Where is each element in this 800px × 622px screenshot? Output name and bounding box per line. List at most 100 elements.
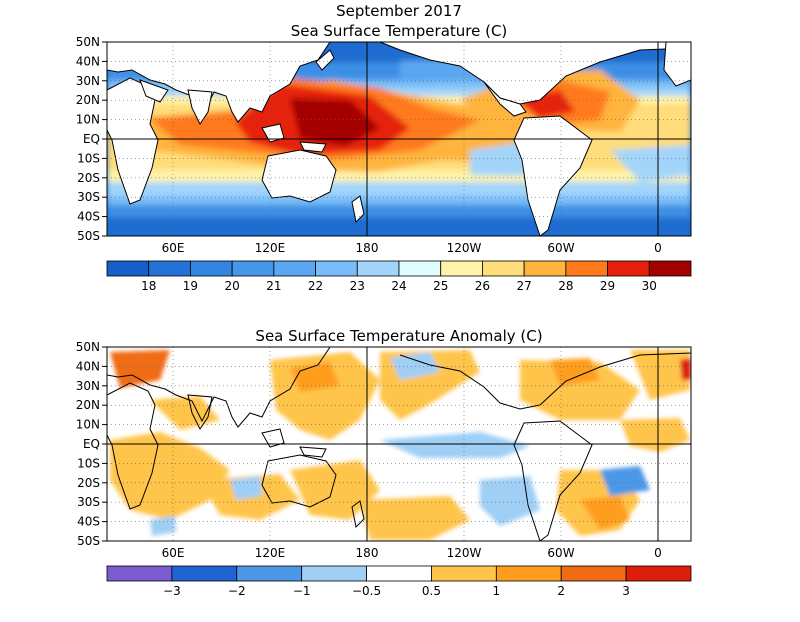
sst-lat-labels: 50N 40N 30N 20N 10N EQ 10S 20S 30S 40S 50S	[76, 35, 107, 243]
sst-colorbar-swatch	[565, 260, 608, 277]
lat-label: 50N	[76, 35, 100, 49]
anomaly-map-panel: 50N 40N 30N 20N 10N EQ 10S 20S 30S 40S 50S 60E 120E…	[76, 340, 692, 560]
sst-colorbar-label: 19	[183, 279, 198, 293]
south-america-land	[513, 115, 593, 236]
anomaly-colorbar-label: −3	[163, 584, 181, 598]
lon-label: 120W	[447, 241, 482, 255]
anomaly-colorbar-label: −1	[293, 584, 311, 598]
lat-label: 40N	[76, 54, 100, 68]
lon-label: 60W	[547, 241, 574, 255]
sst-colorbar-label: 25	[433, 279, 448, 293]
lat-label: 20S	[77, 171, 100, 185]
lat-label: 30N	[76, 74, 100, 88]
anomaly-colorbar-swatch	[431, 565, 497, 582]
asia-land	[107, 42, 331, 123]
sst-colorbar-swatch	[398, 260, 442, 277]
sst-colorbar-swatch	[607, 260, 650, 277]
sst-colorbar-label: 24	[391, 279, 406, 293]
sst-colorbar-swatch	[273, 260, 316, 277]
lon-label: 120E	[255, 241, 286, 255]
sst-lon-labels: 60E 120E 180 120W 60W 0	[162, 241, 662, 255]
sst-colorbar-swatch	[106, 260, 150, 277]
central-america-land	[483, 81, 527, 117]
lat-label: 40S	[77, 515, 100, 529]
sst-colorbar-label: 29	[600, 279, 615, 293]
lat-label: 50S	[77, 229, 100, 243]
anomaly-colorbar-label: 3	[622, 584, 630, 598]
sst-colorbar-label: 26	[475, 279, 490, 293]
anomaly-colorbar-swatch	[106, 565, 173, 582]
anomaly-colorbar-swatch	[495, 565, 562, 582]
anomaly-colorbar-swatch	[560, 565, 627, 582]
lon-label: 0	[654, 241, 662, 255]
europe-africa-east	[663, 42, 691, 87]
anomaly-colorbar-label: 1	[493, 584, 501, 598]
sst-colorbar-label: 27	[517, 279, 532, 293]
lat-label: 10N	[76, 418, 100, 432]
sst-colorbar-swatch	[148, 260, 191, 277]
lon-label: 60W	[547, 546, 574, 560]
sst-colorbar-swatch	[648, 260, 692, 277]
anomaly-panel-title: Sea Surface Temperature Anomaly (C)	[255, 327, 542, 345]
lat-label: 10N	[76, 113, 100, 127]
lat-label: 30S	[77, 190, 100, 204]
australia-land	[261, 149, 337, 203]
lat-label: 10S	[77, 151, 100, 165]
sst-panel-title: Sea Surface Temperature (C)	[291, 22, 508, 40]
lat-label: 40S	[77, 210, 100, 224]
sst-colorbar-swatch	[315, 260, 358, 277]
lat-label: EQ	[83, 132, 100, 146]
sst-colorbar-label: 30	[642, 279, 657, 293]
figure-title-date: September 2017	[336, 2, 462, 20]
anomaly-colorbar-swatch	[236, 565, 303, 582]
sst-colorbar-label: 23	[350, 279, 365, 293]
sst-colorbar-swatch	[231, 260, 275, 277]
sst-colorbar-swatch	[482, 260, 525, 277]
anomaly-colorbar-label: −0.5	[352, 584, 381, 598]
anomaly-colorbar-label: 0.5	[422, 584, 441, 598]
anomaly-colorbar: −3 −2 −1 −0.5 0.5 1 2 3	[106, 565, 692, 598]
anomaly-grid	[107, 347, 691, 541]
anomaly-lon-labels: 60E 120E 180 120W 60W 0	[162, 546, 662, 560]
sst-colorbar-label: 28	[558, 279, 573, 293]
lat-label: EQ	[83, 437, 100, 451]
anomaly-colorbar-swatch	[301, 565, 367, 582]
newzealand-land	[351, 195, 365, 224]
sst-colorbar-label: 18	[141, 279, 156, 293]
anomaly-colorbar-swatch	[366, 565, 432, 582]
sst-map-panel: 50N 40N 30N 20N 10N EQ 10S 20S 30S 40S 50S 60E 120E…	[76, 35, 692, 255]
anomaly-colorbar-swatch	[625, 565, 692, 582]
lat-label: 40N	[76, 359, 100, 373]
sst-colorbar-swatch	[356, 260, 400, 277]
lat-label: 20N	[76, 398, 100, 412]
lat-label: 20N	[76, 93, 100, 107]
lat-label: 50S	[77, 534, 100, 548]
arabia-land	[139, 79, 169, 103]
lon-label: 120E	[255, 546, 286, 560]
lat-label: 30N	[76, 379, 100, 393]
sst-colorbar-swatch	[440, 260, 483, 277]
sst-colorbar: 18 19 20 21 22 23 24 25 26 27 28 29 30	[106, 260, 692, 293]
lon-label: 120W	[447, 546, 482, 560]
sst-colorbar-label: 20	[225, 279, 240, 293]
anomaly-colorbar-label: 2	[557, 584, 565, 598]
lat-label: 50N	[76, 340, 100, 354]
sst-colorbar-label: 21	[266, 279, 281, 293]
lon-label: 60E	[162, 241, 185, 255]
anomaly-colorbar-swatch	[171, 565, 238, 582]
borneo-land	[261, 123, 285, 143]
anomaly-colorbar-label: −2	[228, 584, 246, 598]
japan-land	[315, 49, 335, 71]
lat-label: 10S	[77, 456, 100, 470]
sst-grid	[107, 42, 691, 236]
lat-label: 20S	[77, 476, 100, 490]
india-land	[187, 89, 213, 125]
sst-colorbar-label: 22	[308, 279, 323, 293]
lon-label: 180	[356, 546, 379, 560]
lat-label: 30S	[77, 495, 100, 509]
anomaly-lat-labels: 50N 40N 30N 20N 10N EQ 10S 20S 30S 40S 50S	[76, 340, 107, 548]
sst-colorbar-swatch	[190, 260, 233, 277]
lon-label: 60E	[162, 546, 185, 560]
lon-label: 180	[356, 241, 379, 255]
